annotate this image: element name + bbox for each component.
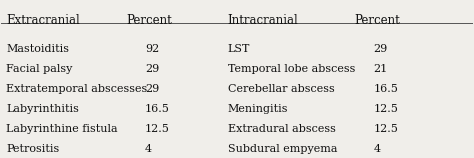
Text: 29: 29 [145, 64, 159, 74]
Text: Labyrinthine fistula: Labyrinthine fistula [6, 124, 118, 134]
Text: LST: LST [228, 44, 250, 55]
Text: 16.5: 16.5 [145, 104, 170, 114]
Text: Labyrinthitis: Labyrinthitis [6, 104, 79, 114]
Text: 21: 21 [374, 64, 388, 74]
Text: Subdural empyema: Subdural empyema [228, 144, 337, 154]
Text: Facial palsy: Facial palsy [6, 64, 73, 74]
Text: 12.5: 12.5 [374, 104, 399, 114]
Text: 29: 29 [145, 84, 159, 94]
Text: 12.5: 12.5 [374, 124, 399, 134]
Text: Meningitis: Meningitis [228, 104, 288, 114]
Text: Mastoiditis: Mastoiditis [6, 44, 69, 55]
Text: 12.5: 12.5 [145, 124, 170, 134]
Text: 92: 92 [145, 44, 159, 55]
Text: 16.5: 16.5 [374, 84, 399, 94]
Text: Extradural abscess: Extradural abscess [228, 124, 336, 134]
Text: Intracranial: Intracranial [228, 14, 298, 27]
Text: Percent: Percent [126, 14, 172, 27]
Text: Percent: Percent [355, 14, 401, 27]
Text: Petrositis: Petrositis [6, 144, 59, 154]
Text: Extratemporal abscesses: Extratemporal abscesses [6, 84, 147, 94]
Text: 4: 4 [145, 144, 152, 154]
Text: 4: 4 [374, 144, 381, 154]
Text: Extracranial: Extracranial [6, 14, 80, 27]
Text: 29: 29 [374, 44, 388, 55]
Text: Cerebellar abscess: Cerebellar abscess [228, 84, 334, 94]
Text: Temporal lobe abscess: Temporal lobe abscess [228, 64, 355, 74]
